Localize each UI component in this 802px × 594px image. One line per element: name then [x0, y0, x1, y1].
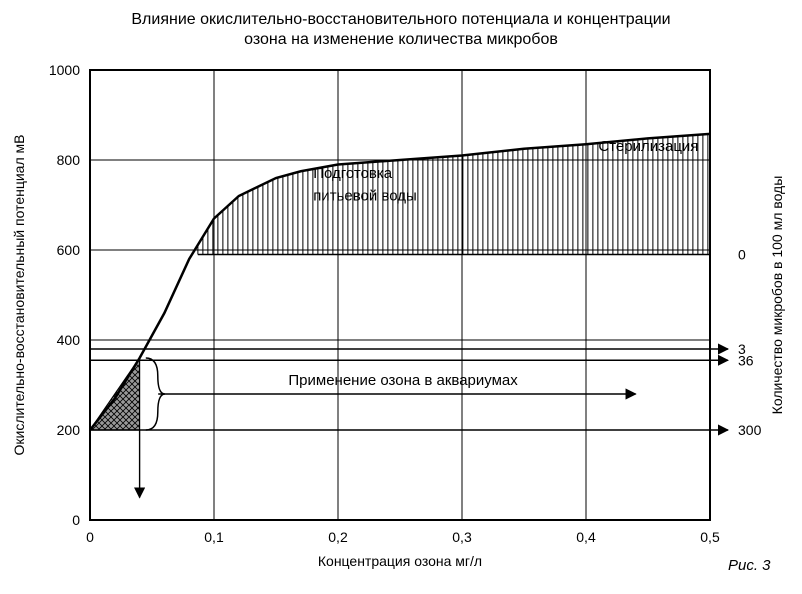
y-tick-label: 0: [72, 512, 80, 528]
y-tick-label: 1000: [49, 62, 80, 78]
x-axis-label: Концентрация озона мг/л: [318, 553, 482, 569]
x-tick-label: 0,1: [204, 529, 224, 545]
chart-container: Влияние окислительно-восстановительного …: [0, 0, 802, 594]
y-tick-label: 200: [57, 422, 81, 438]
chart-title-2: озона на изменение количества микробов: [244, 31, 558, 48]
annotation-drinking-water-2: питьевой воды: [313, 188, 417, 205]
annotation-drinking-water-1: Подготовка: [313, 165, 393, 182]
x-tick-label: 0: [86, 529, 94, 545]
y-tick-label: 800: [57, 152, 81, 168]
x-tick-label: 0,5: [700, 529, 720, 545]
chart-title-1: Влияние окислительно-восстановительного …: [131, 11, 670, 28]
y2-tick-label: 0: [738, 247, 746, 263]
annotation-sterilization: Стерилизация: [598, 138, 698, 155]
chart-svg: Влияние окислительно-восстановительного …: [0, 0, 802, 594]
y2-tick-label: 36: [738, 352, 754, 368]
figure-caption: Рис. 3: [728, 557, 771, 574]
x-tick-label: 0,4: [576, 529, 596, 545]
annotation-aquarium: Применение озона в аквариумах: [288, 372, 518, 389]
y-tick-label: 400: [57, 332, 81, 348]
x-tick-label: 0,3: [452, 529, 472, 545]
y2-axis-label: Количество микробов в 100 мл воды: [769, 176, 785, 415]
y-tick-label: 600: [57, 242, 81, 258]
x-tick-label: 0,2: [328, 529, 348, 545]
y-axis-label: Окислительно-восстановительный потенциал…: [11, 135, 27, 456]
y2-tick-label: 300: [738, 422, 762, 438]
